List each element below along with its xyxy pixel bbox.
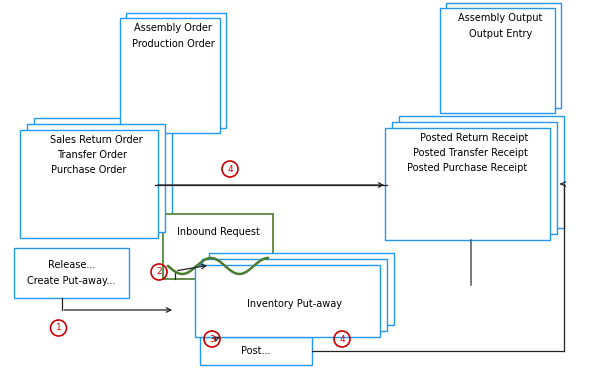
Bar	[209, 253, 394, 325]
Text: Assembly Output: Assembly Output	[459, 13, 543, 23]
Bar	[34, 118, 172, 226]
Bar	[399, 116, 564, 228]
Bar	[446, 3, 561, 108]
Bar	[385, 128, 550, 240]
Text: Assembly Order: Assembly Order	[134, 23, 212, 33]
Bar	[200, 337, 312, 365]
Bar	[195, 265, 380, 337]
Text: 4: 4	[339, 334, 345, 343]
Bar	[392, 122, 557, 234]
Bar	[440, 8, 555, 113]
Text: Posted Return Receipt: Posted Return Receipt	[420, 133, 529, 143]
Text: Inbound Request: Inbound Request	[177, 227, 260, 237]
Bar	[20, 130, 158, 238]
Text: 2: 2	[156, 267, 162, 276]
Text: Sales Return Order: Sales Return Order	[50, 135, 142, 145]
Bar	[27, 124, 165, 232]
Text: 3: 3	[209, 334, 215, 343]
Bar	[163, 214, 273, 279]
Text: Create Put-away...: Create Put-away...	[27, 276, 115, 286]
Text: Production Order: Production Order	[132, 39, 215, 49]
Text: Posted Transfer Receipt: Posted Transfer Receipt	[413, 148, 528, 158]
Text: Release...: Release...	[48, 260, 95, 270]
Bar	[14, 248, 129, 298]
Text: Post...: Post...	[241, 346, 270, 356]
Text: 1: 1	[56, 324, 61, 333]
Bar	[202, 259, 387, 331]
Text: Transfer Order: Transfer Order	[57, 150, 127, 160]
Bar	[120, 18, 220, 133]
Bar	[126, 13, 226, 128]
Text: Output Entry: Output Entry	[469, 29, 532, 39]
Text: Inventory Put-away: Inventory Put-away	[247, 299, 342, 309]
Text: Posted Purchase Receipt: Posted Purchase Receipt	[407, 163, 528, 173]
Text: 4: 4	[227, 164, 233, 173]
Text: Purchase Order: Purchase Order	[51, 165, 127, 175]
